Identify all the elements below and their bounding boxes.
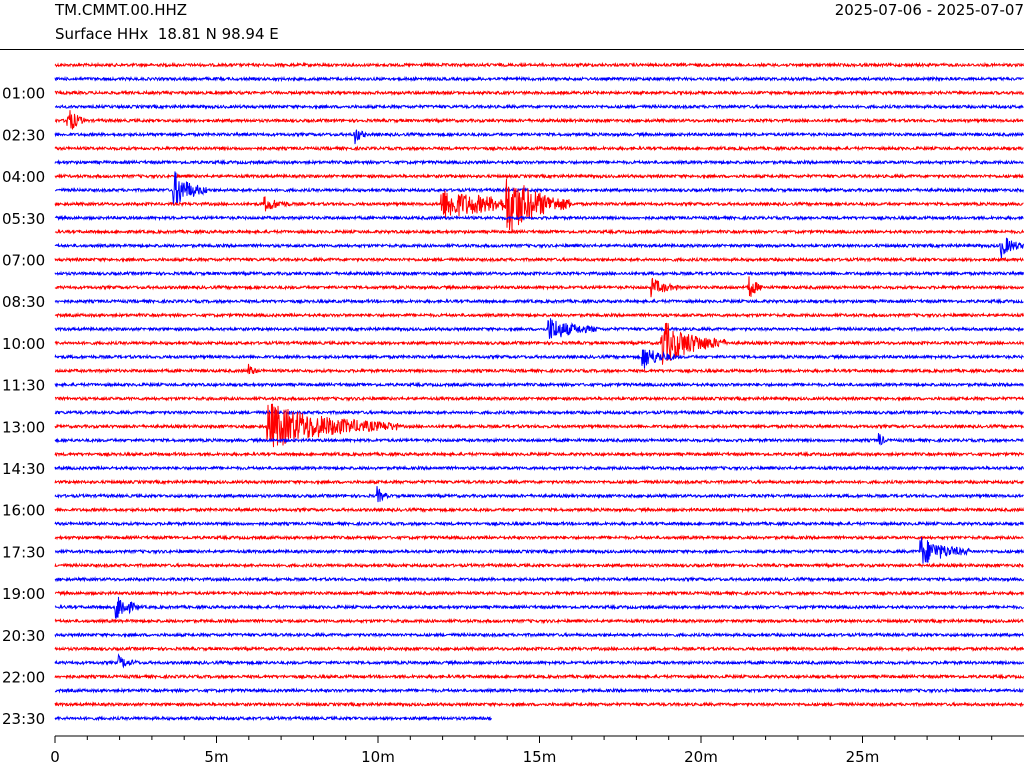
y-tick-label: 07:00 xyxy=(2,252,45,270)
trace-row xyxy=(54,75,1024,83)
y-tick-label: 11:30 xyxy=(2,377,45,395)
y-axis: 01:00 02:30 04:00 05:30 07:00 08:30 10:00 11:30… xyxy=(2,85,45,729)
y-tick-label: 05:30 xyxy=(2,210,45,228)
trace-row xyxy=(54,256,1024,263)
trace-row xyxy=(54,89,1024,97)
trace-row xyxy=(54,617,1024,625)
trace-row xyxy=(54,363,1024,375)
station-location: Surface HHx 18.81 N 98.94 E xyxy=(55,25,279,43)
x-tick-label: 15m xyxy=(523,748,557,766)
y-tick-label: 13:00 xyxy=(2,418,45,436)
x-tick-label: 5m xyxy=(204,748,228,766)
y-tick-label: 02:30 xyxy=(2,126,45,144)
trace-row xyxy=(54,311,1024,319)
x-tick-label: 20m xyxy=(684,748,718,766)
trace-row xyxy=(54,110,1024,130)
y-tick-label: 19:00 xyxy=(2,585,45,603)
x-tick-label: 10m xyxy=(361,748,395,766)
y-tick-label: 16:00 xyxy=(2,502,45,520)
trace-row xyxy=(54,645,1024,653)
trace-row xyxy=(54,228,1024,236)
trace-row xyxy=(54,129,1024,145)
y-tick-label: 14:30 xyxy=(2,460,45,478)
header-divider xyxy=(0,49,1024,50)
trace-row xyxy=(54,318,1024,339)
x-tick-label: 0 xyxy=(50,748,60,766)
trace-row xyxy=(54,395,1024,402)
trace-row xyxy=(54,433,1024,446)
y-tick-label: 04:00 xyxy=(2,168,45,186)
trace-row xyxy=(54,403,1024,448)
trace-row xyxy=(54,172,1024,180)
y-tick-label: 23:30 xyxy=(2,710,45,728)
trace-group xyxy=(54,61,1024,722)
trace-row xyxy=(54,673,1024,680)
y-tick-label: 17:30 xyxy=(2,543,45,561)
y-tick-label: 20:30 xyxy=(2,627,45,645)
trace-row xyxy=(54,171,1024,206)
trace-row xyxy=(54,276,1024,298)
trace-row xyxy=(54,145,1024,152)
trace-row xyxy=(54,715,492,722)
trace-row xyxy=(54,450,1024,458)
date-range: 2025-07-06 - 2025-07-07 xyxy=(834,1,1024,19)
trace-row xyxy=(54,464,1024,472)
trace-row xyxy=(54,214,1024,222)
y-tick-label: 22:00 xyxy=(2,669,45,687)
trace-row xyxy=(54,178,1024,232)
y-tick-label: 10:00 xyxy=(2,335,45,353)
trace-row xyxy=(54,562,1024,569)
trace-row xyxy=(54,322,1024,365)
trace-row xyxy=(54,631,1024,639)
trace-row xyxy=(54,596,1024,619)
trace-row xyxy=(54,576,1024,583)
trace-row xyxy=(54,61,1024,69)
x-tick-label: 25m xyxy=(846,748,880,766)
trace-row xyxy=(54,297,1024,305)
trace-row xyxy=(54,486,1024,503)
trace-row xyxy=(54,381,1024,388)
trace-row xyxy=(54,537,1024,564)
trace-row xyxy=(54,520,1024,527)
trace-row xyxy=(54,534,1024,541)
trace-row xyxy=(54,237,1024,259)
trace-row xyxy=(54,653,1024,669)
x-axis: 0 5m 10m 15m 20m 25m xyxy=(50,735,1024,766)
trace-row xyxy=(54,506,1024,514)
y-tick-label: 08:30 xyxy=(2,293,45,311)
trace-row xyxy=(54,687,1024,694)
trace-row xyxy=(54,589,1024,597)
trace-row xyxy=(54,103,1024,110)
trace-row xyxy=(54,349,1024,369)
trace-row xyxy=(54,478,1024,486)
station-title: TM.CMMT.00.HHZ xyxy=(55,1,188,19)
trace-row xyxy=(54,409,1024,416)
trace-row xyxy=(54,270,1024,277)
trace-row xyxy=(54,701,1024,708)
y-tick-label: 01:00 xyxy=(2,85,45,103)
trace-row xyxy=(54,159,1024,166)
